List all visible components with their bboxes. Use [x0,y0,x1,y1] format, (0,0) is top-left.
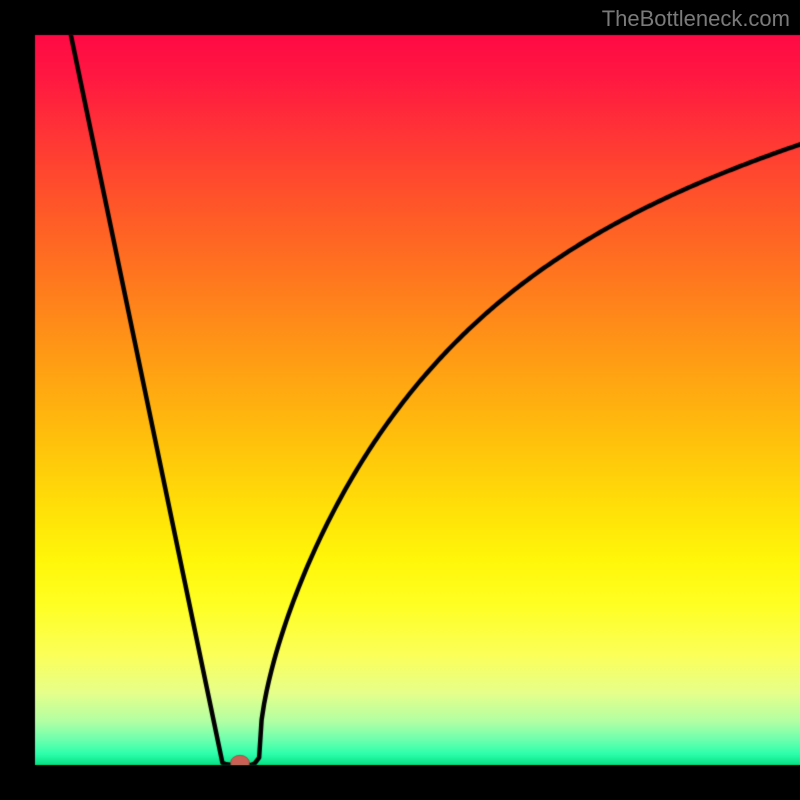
watermark-text: TheBottleneck.com [602,6,790,32]
curve-canvas [0,0,800,800]
chart-container: TheBottleneck.com [0,0,800,800]
